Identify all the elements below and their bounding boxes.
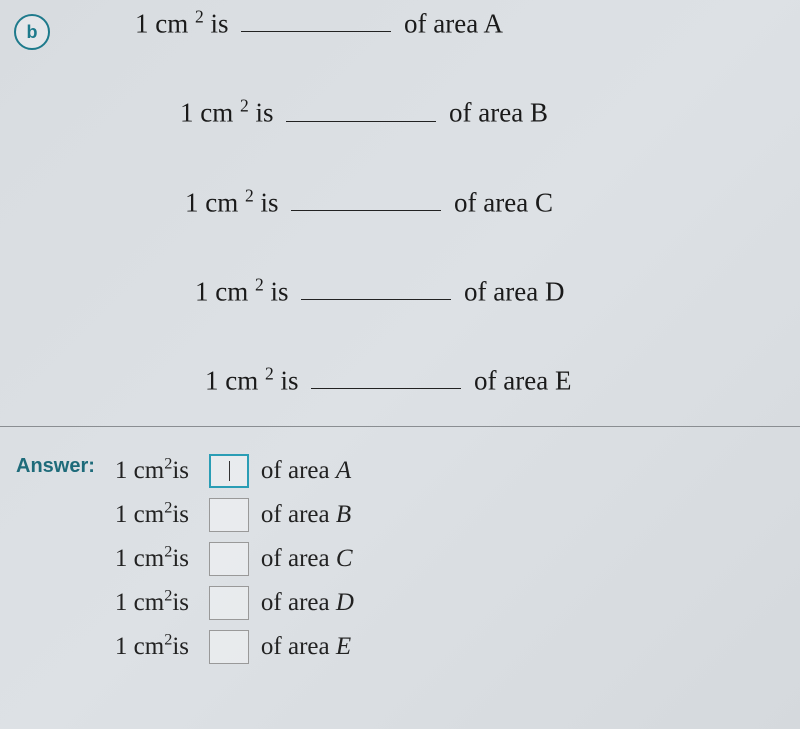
suffix-prefix: of area <box>464 276 538 306</box>
unit-label: 1 cm <box>180 98 233 128</box>
question-line-c: 1 cm 2 is of area C <box>185 187 800 218</box>
verb: is <box>271 276 289 306</box>
answer-label: Answer: <box>16 455 95 478</box>
area-letter: A <box>336 457 351 485</box>
suffix-prefix: of area <box>261 633 330 661</box>
area-letter: E <box>336 633 351 661</box>
answer-input-a[interactable] <box>209 454 249 488</box>
answer-lines: 1 cm2is of area A 1 cm2is of area B 1 cm… <box>115 449 354 669</box>
area-letter: B <box>530 98 548 128</box>
answer-input-e[interactable] <box>209 630 249 664</box>
unit-exponent: 2 <box>195 6 204 26</box>
answer-lhs: 1 cm2is <box>115 589 205 617</box>
fill-blank[interactable] <box>291 187 441 211</box>
suffix-prefix: of area <box>474 365 548 395</box>
area-letter: D <box>545 276 565 306</box>
suffix-prefix: of area <box>454 187 528 217</box>
area-letter: D <box>336 589 354 617</box>
fill-blank[interactable] <box>301 276 451 300</box>
answer-line-e: 1 cm2is of area E <box>115 625 354 669</box>
answer-line-d: 1 cm2is of area D <box>115 581 354 625</box>
unit-label: 1 cm <box>195 276 248 306</box>
answer-lhs: 1 cm2is <box>115 633 205 661</box>
area-letter: E <box>555 365 572 395</box>
unit-exponent: 2 <box>265 363 274 383</box>
suffix-prefix: of area <box>449 98 523 128</box>
question-line-a: 1 cm 2 is of area A <box>135 8 800 39</box>
suffix-prefix: of area <box>261 545 330 573</box>
badge-letter: b <box>27 22 38 43</box>
area-letter: C <box>535 187 553 217</box>
answer-input-b[interactable] <box>209 498 249 532</box>
fill-blank[interactable] <box>311 365 461 389</box>
area-letter: A <box>483 8 503 38</box>
unit-exponent: 2 <box>240 96 249 116</box>
question-section: 1 cm 2 is of area A 1 cm 2 is of area B … <box>0 0 800 396</box>
answer-lhs: 1 cm2is <box>115 501 205 529</box>
verb: is <box>261 187 279 217</box>
area-letter: C <box>336 545 353 573</box>
verb: is <box>211 8 229 38</box>
question-badge: b <box>14 14 50 50</box>
answer-lhs: 1 cm2is <box>115 545 205 573</box>
answer-line-a: 1 cm2is of area A <box>115 449 354 493</box>
answer-input-d[interactable] <box>209 586 249 620</box>
unit-exponent: 2 <box>255 274 264 294</box>
unit-label: 1 cm <box>205 365 258 395</box>
answer-section: Answer: 1 cm2is of area A 1 cm2is of are… <box>0 427 800 669</box>
answer-line-b: 1 cm2is of area B <box>115 493 354 537</box>
unit-label: 1 cm <box>135 8 188 38</box>
fill-blank[interactable] <box>286 97 436 121</box>
verb: is <box>281 365 299 395</box>
answer-lhs: 1 cm2is <box>115 457 205 485</box>
question-line-e: 1 cm 2 is of area E <box>205 365 800 396</box>
suffix-prefix: of area <box>261 589 330 617</box>
unit-label: 1 cm <box>185 187 238 217</box>
area-letter: B <box>336 501 351 529</box>
question-line-b: 1 cm 2 is of area B <box>180 97 800 128</box>
answer-line-c: 1 cm2is of area C <box>115 537 354 581</box>
question-line-d: 1 cm 2 is of area D <box>195 276 800 307</box>
suffix-prefix: of area <box>404 8 478 38</box>
fill-blank[interactable] <box>241 8 391 32</box>
suffix-prefix: of area <box>261 457 330 485</box>
verb: is <box>256 98 274 128</box>
answer-input-c[interactable] <box>209 542 249 576</box>
unit-exponent: 2 <box>245 185 254 205</box>
suffix-prefix: of area <box>261 501 330 529</box>
